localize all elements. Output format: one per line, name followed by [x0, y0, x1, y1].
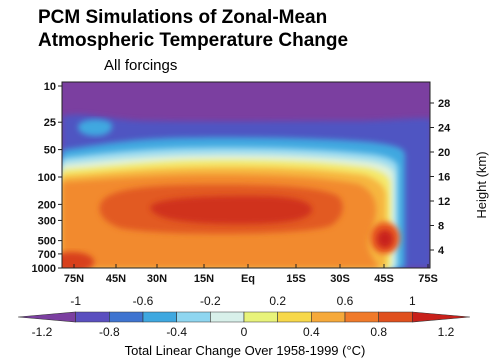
left-tick-label: 500 — [38, 236, 56, 248]
colorbar-lower-tick-label: 1.2 — [438, 325, 455, 339]
colorbar-segment — [243, 311, 278, 323]
right-tick-label: 24 — [438, 123, 451, 135]
colorbar-upper-tick-label: -1 — [70, 294, 81, 308]
chart-title-line1: PCM Simulations of Zonal-Mean — [38, 7, 328, 28]
colorbar-lower-tick-label: -0.4 — [166, 325, 187, 339]
colorbar-upper-tick-label: -0.2 — [200, 294, 221, 308]
colorbar: -1 -0.6 -0.2 0.2 0.6 1 -1.2 -0.8 -0.4 0 0.4 0.8 1.2 — [17, 294, 471, 339]
bottom-tick-label: Eq — [241, 273, 255, 285]
colorbar-lower-tick-label: 0.8 — [370, 325, 387, 339]
colorbar-segment — [277, 311, 312, 323]
chart-subtitle: All forcings — [104, 57, 178, 74]
colorbar-segment — [109, 311, 144, 323]
bottom-tick-label: 30N — [147, 273, 167, 285]
colorbar-segment — [17, 311, 76, 323]
colorbar-lower-tick-label: 0 — [241, 325, 248, 339]
colorbar-segment — [176, 311, 211, 323]
right-height-axis: 28 24 20 16 12 8 4 — [430, 98, 451, 257]
colorbar-lower-tick-label: -1.2 — [32, 325, 53, 339]
contour-field — [62, 82, 430, 268]
colorbar-segment — [311, 311, 346, 323]
right-tick-label: 8 — [438, 221, 444, 233]
left-tick-label: 25 — [44, 117, 56, 129]
bottom-tick-label: 15N — [194, 273, 214, 285]
right-axis-label: Height (km) — [474, 151, 489, 218]
bottom-latitude-axis: 75N 45N 30N 15N Eq 15S 30S 45S 75S — [64, 264, 438, 285]
colorbar-upper-tick-label: 0.2 — [269, 294, 286, 308]
left-tick-label: 50 — [44, 145, 56, 157]
bottom-tick-label: 15S — [286, 273, 306, 285]
left-tick-label: 100 — [38, 172, 56, 184]
colorbar-segment — [210, 311, 245, 323]
colorbar-segment — [378, 311, 413, 323]
colorbar-upper-tick-label: 0.6 — [337, 294, 354, 308]
colorbar-segment — [75, 311, 110, 323]
left-tick-label: 200 — [38, 199, 56, 211]
bottom-tick-label: 45S — [374, 273, 394, 285]
colorbar-segment — [412, 311, 471, 323]
bottom-tick-label: 75S — [418, 273, 438, 285]
right-tick-label: 12 — [438, 196, 450, 208]
colorbar-segment — [142, 311, 177, 323]
chart-title: PCM Simulations of Zonal-Mean Atmospheri… — [38, 6, 348, 52]
contour-surface-warm-patch — [62, 252, 94, 268]
contour-red-core — [150, 196, 312, 224]
colorbar-upper-tick-label: -0.6 — [133, 294, 154, 308]
colorbar-lower-tick-label: 0.4 — [303, 325, 320, 339]
bottom-tick-label: 45N — [106, 273, 126, 285]
bottom-tick-label: 30S — [330, 273, 350, 285]
bottom-tick-label: 75N — [64, 273, 84, 285]
left-tick-label: 1000 — [32, 263, 56, 275]
contour-blue-pocket — [78, 119, 113, 136]
colorbar-upper-tick-label: 1 — [409, 294, 416, 308]
left-tick-label: 700 — [38, 249, 56, 261]
right-tick-label: 4 — [438, 245, 445, 257]
left-tick-label: 300 — [38, 215, 56, 227]
right-tick-label: 16 — [438, 172, 450, 184]
chart-title-line2: Atmospheric Temperature Change — [38, 30, 349, 51]
contour-secondary-max-core — [377, 230, 393, 248]
right-tick-label: 20 — [438, 147, 450, 159]
colorbar-lower-tick-label: -0.8 — [99, 325, 120, 339]
plot-frame — [61, 81, 431, 269]
colorbar-label: Total Linear Change Over 1958-1999 (°C) — [124, 343, 366, 358]
left-tick-label: 10 — [44, 81, 56, 93]
colorbar-segment — [344, 311, 379, 323]
right-tick-label: 28 — [438, 98, 450, 110]
